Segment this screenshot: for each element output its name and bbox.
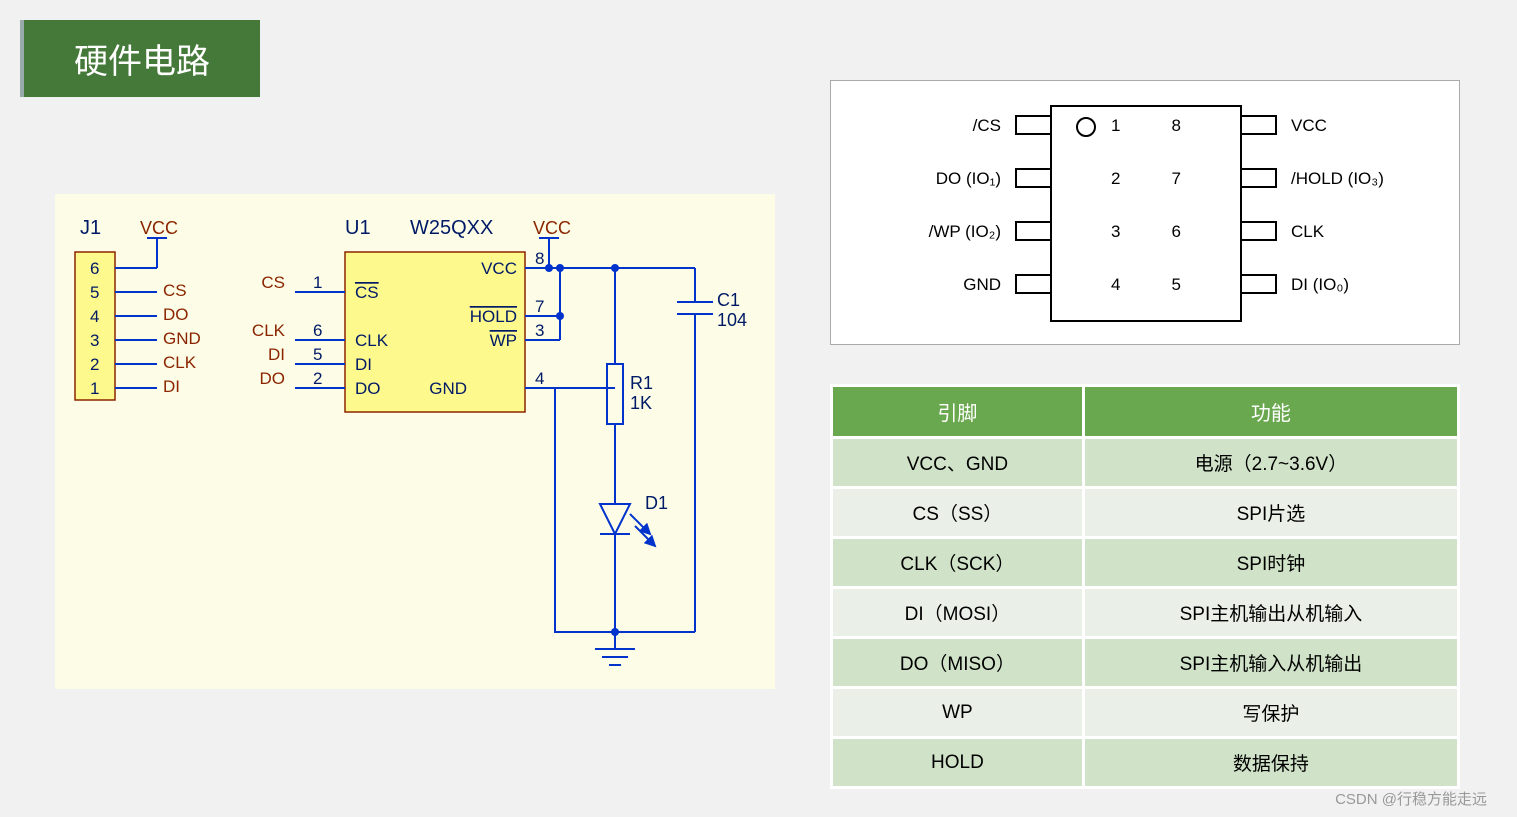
table-row: CLK（SCK）SPI时钟 [832, 538, 1459, 588]
th-pin: 引脚 [832, 386, 1084, 438]
u1-ref: U1 [345, 217, 371, 239]
u1-vcc-label: VCC [533, 218, 571, 238]
j1-ref: J1 [80, 217, 101, 239]
svg-text:DI: DI [268, 345, 285, 364]
svg-text:1: 1 [313, 273, 322, 292]
svg-text:DO (IO₁): DO (IO₁) [936, 169, 1001, 188]
svg-text:CS: CS [163, 281, 187, 300]
table-row: WP写保护 [832, 688, 1459, 738]
pinout-panel: /CS DO (IO₁) /WP (IO₂) GND VCC /HOLD (IO… [830, 80, 1460, 345]
svg-text:WP: WP [490, 331, 517, 350]
table-row: VCC、GND电源（2.7~3.6V） [832, 438, 1459, 488]
svg-text:4: 4 [535, 369, 544, 388]
svg-text:CS: CS [355, 283, 379, 302]
schematic-svg: J1 VCC 6 5 4 3 2 1 CS DO GND CLK DI U1 W… [55, 194, 775, 689]
svg-text:GND: GND [963, 275, 1001, 294]
svg-text:1: 1 [90, 379, 99, 398]
svg-text:5: 5 [313, 345, 322, 364]
svg-text:3: 3 [90, 331, 99, 350]
svg-text:2: 2 [1111, 169, 1120, 188]
u1-left: CS CLK DI DO 1 6 5 2 CS CLK DI DO [252, 273, 389, 398]
svg-text:1: 1 [1111, 116, 1120, 135]
svg-text:CLK: CLK [1291, 222, 1325, 241]
svg-text:CLK: CLK [252, 321, 286, 340]
svg-text:DO: DO [163, 305, 189, 324]
svg-text:HOLD: HOLD [470, 307, 517, 326]
svg-text:VCC: VCC [1291, 116, 1327, 135]
c1-ref: C1 [717, 290, 740, 310]
svg-text:GND: GND [163, 329, 201, 348]
pin-function-table: 引脚 功能 VCC、GND电源（2.7~3.6V） CS（SS）SPI片选 CL… [830, 384, 1460, 789]
svg-text:5: 5 [1172, 275, 1181, 294]
svg-text:6: 6 [313, 321, 322, 340]
svg-text:DI (IO₀): DI (IO₀) [1291, 275, 1349, 294]
schematic-panel: J1 VCC 6 5 4 3 2 1 CS DO GND CLK DI U1 W… [55, 194, 775, 689]
svg-text:DI: DI [163, 377, 180, 396]
svg-text:3: 3 [1111, 222, 1120, 241]
svg-text:3: 3 [535, 321, 544, 340]
watermark: CSDN @行稳方能走远 [1335, 788, 1487, 809]
c1-val: 104 [717, 310, 747, 330]
svg-text:/HOLD (IO₃): /HOLD (IO₃) [1291, 169, 1384, 188]
svg-text:GND: GND [429, 379, 467, 398]
table-row: DO（MISO）SPI主机输入从机输出 [832, 638, 1459, 688]
svg-text:8: 8 [1172, 116, 1181, 135]
r1-val: 1K [630, 393, 652, 413]
svg-text:6: 6 [90, 259, 99, 278]
svg-text:4: 4 [1111, 275, 1120, 294]
svg-text:DI: DI [355, 355, 372, 374]
svg-text:6: 6 [1172, 222, 1181, 241]
svg-text:2: 2 [313, 369, 322, 388]
svg-text:2: 2 [90, 355, 99, 374]
table-row: DI（MOSI）SPI主机输出从机输入 [832, 588, 1459, 638]
svg-text:VCC: VCC [481, 259, 517, 278]
svg-text:DO: DO [260, 369, 286, 388]
pinout-svg: /CS DO (IO₁) /WP (IO₂) GND VCC /HOLD (IO… [831, 81, 1461, 346]
th-func: 功能 [1083, 386, 1458, 438]
svg-text:8: 8 [535, 249, 544, 268]
d1-ref: D1 [645, 493, 668, 513]
svg-text:CLK: CLK [355, 331, 389, 350]
svg-text:4: 4 [90, 307, 99, 326]
svg-text:CLK: CLK [163, 353, 197, 372]
svg-text:/CS: /CS [973, 116, 1001, 135]
u1-part: W25QXX [410, 217, 493, 239]
svg-text:/WP (IO₂): /WP (IO₂) [929, 222, 1001, 241]
svg-text:DO: DO [355, 379, 381, 398]
j1-vcc: VCC [140, 218, 178, 238]
table-row: CS（SS）SPI片选 [832, 488, 1459, 538]
table-row: HOLD数据保持 [832, 738, 1459, 788]
svg-text:CS: CS [261, 273, 285, 292]
svg-text:5: 5 [90, 283, 99, 302]
svg-text:7: 7 [1172, 169, 1181, 188]
page-title: 硬件电路 [20, 20, 260, 97]
svg-text:7: 7 [535, 297, 544, 316]
r1-ref: R1 [630, 373, 653, 393]
